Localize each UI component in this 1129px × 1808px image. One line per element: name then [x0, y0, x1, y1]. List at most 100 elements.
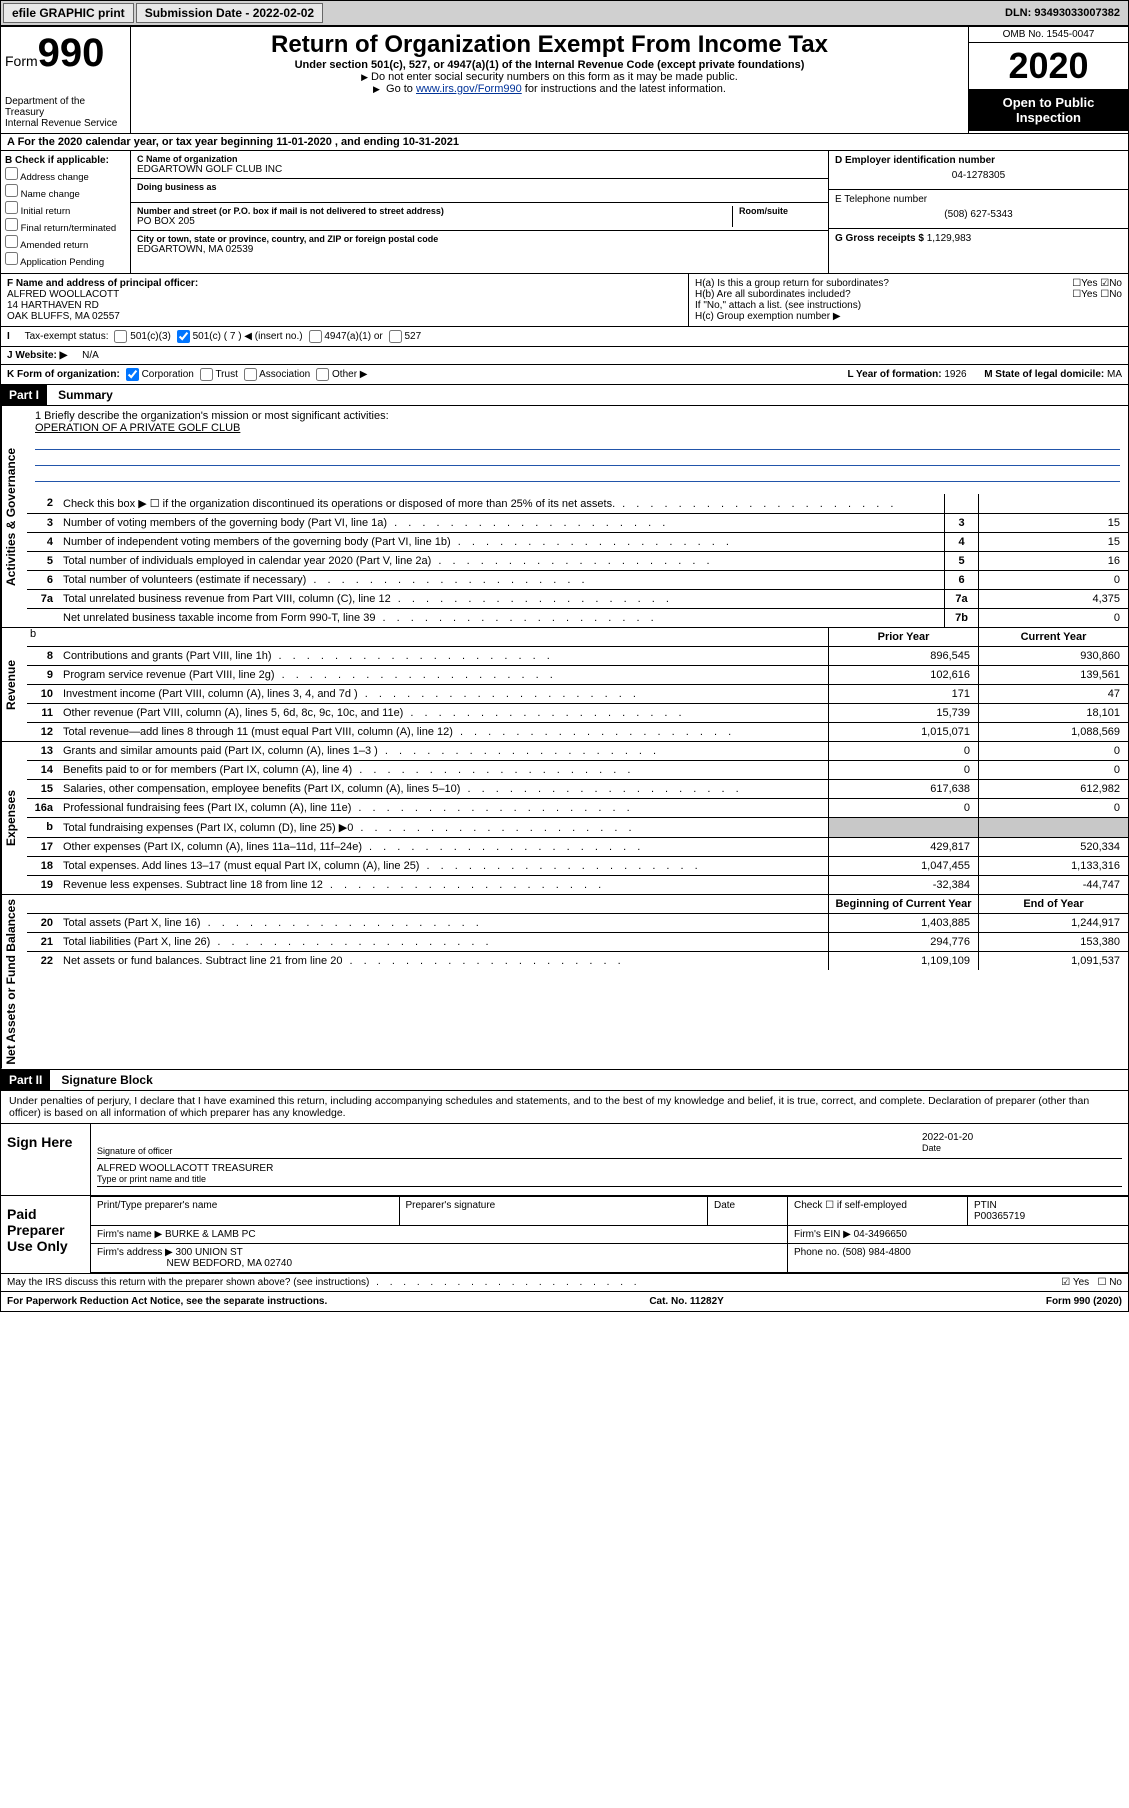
efile-graphic-btn[interactable]: efile GRAPHIC print — [3, 3, 134, 23]
chk-initial-return[interactable]: Initial return — [5, 201, 126, 217]
part2-tag: Part II — [1, 1070, 50, 1090]
efile-topbar: efile GRAPHIC print Submission Date - 20… — [0, 0, 1129, 26]
chk-final-return[interactable]: Final return/terminated — [5, 218, 126, 234]
submission-date-btn[interactable]: Submission Date - 2022-02-02 — [136, 3, 323, 23]
chk-app-pending[interactable]: Application Pending — [5, 252, 126, 268]
ha-yesno[interactable]: ☐Yes ☑No — [1072, 278, 1122, 289]
discuss-with-preparer: May the IRS discuss this return with the… — [0, 1274, 1129, 1292]
gov-line: 3Number of voting members of the governi… — [27, 514, 1128, 533]
firm-name: BURKE & LAMB PC — [165, 1229, 256, 1240]
chk-other[interactable]: Other ▶ — [316, 368, 367, 381]
chk-501c3[interactable]: 501(c)(3) — [114, 330, 170, 343]
chk-4947[interactable]: 4947(a)(1) or — [309, 330, 383, 343]
irs-link[interactable]: www.irs.gov/Form990 — [416, 83, 522, 95]
section-revenue: Revenue b Prior Year Current Year 8Contr… — [0, 628, 1129, 742]
section-a-tax-year: A For the 2020 calendar year, or tax yea… — [0, 134, 1129, 151]
dept-treasury: Department of the Treasury Internal Reve… — [5, 96, 126, 129]
chk-amended[interactable]: Amended return — [5, 235, 126, 251]
chk-address-change[interactable]: Address change — [5, 167, 126, 183]
firm-addr1: 300 UNION ST — [176, 1247, 243, 1258]
chk-trust[interactable]: Trust — [200, 368, 238, 381]
data-line: 19Revenue less expenses. Subtract line 1… — [27, 876, 1128, 894]
gov-line: 4Number of independent voting members of… — [27, 533, 1128, 552]
gross-receipts: 1,129,983 — [927, 233, 972, 244]
omb-number: OMB No. 1545-0047 — [969, 27, 1128, 43]
gov-line: Net unrelated business taxable income fr… — [27, 609, 1128, 627]
telephone: (508) 627-5343 — [835, 205, 1122, 224]
row-k-l-m: K Form of organization: Corporation Trus… — [0, 365, 1129, 385]
part1-title: Summary — [50, 385, 121, 405]
tax-year: 2020 — [969, 43, 1128, 89]
chk-name-change[interactable]: Name change — [5, 184, 126, 200]
website-row: J Website: ▶ N/A — [0, 347, 1129, 365]
section-governance: Activities & Governance 1 Briefly descri… — [0, 406, 1129, 628]
data-line: 14Benefits paid to or for members (Part … — [27, 761, 1128, 780]
data-line: 20Total assets (Part X, line 16)1,403,88… — [27, 914, 1128, 933]
ein: 04-1278305 — [835, 166, 1122, 185]
hb-yesno[interactable]: ☐Yes ☐No — [1072, 289, 1122, 300]
org-info-block: B Check if applicable: Address change Na… — [0, 151, 1129, 274]
section-expenses: Expenses 13Grants and similar amounts pa… — [0, 742, 1129, 895]
chk-527[interactable]: 527 — [389, 330, 421, 343]
data-line: 11Other revenue (Part VIII, column (A), … — [27, 704, 1128, 723]
page-footer: For Paperwork Reduction Act Notice, see … — [0, 1292, 1129, 1312]
officer-typed: ALFRED WOOLLACOTT TREASURER — [97, 1163, 1122, 1174]
data-line: 17Other expenses (Part IX, column (A), l… — [27, 838, 1128, 857]
col-d-ein-tel: D Employer identification number 04-1278… — [828, 151, 1128, 273]
paid-preparer-label: Paid Preparer Use Only — [1, 1196, 91, 1273]
data-line: 13Grants and similar amounts paid (Part … — [27, 742, 1128, 761]
firm-addr2: NEW BEDFORD, MA 02740 — [166, 1258, 292, 1269]
data-line: bTotal fundraising expenses (Part IX, co… — [27, 818, 1128, 838]
vtab-netassets: Net Assets or Fund Balances — [1, 895, 27, 1069]
open-to-public: Open to Public Inspection — [969, 89, 1128, 131]
dln-label: DLN: 93493033007382 — [999, 7, 1126, 19]
website-value: N/A — [82, 350, 99, 361]
form-subtitle: Under section 501(c), 527, or 4947(a)(1)… — [139, 59, 960, 71]
gov-line: 7aTotal unrelated business revenue from … — [27, 590, 1128, 609]
vtab-expenses: Expenses — [1, 742, 27, 894]
hdr-end-year: End of Year — [978, 895, 1128, 913]
hdr-begin-year: Beginning of Current Year — [828, 895, 978, 913]
part1-tag: Part I — [1, 385, 47, 405]
vtab-governance: Activities & Governance — [1, 406, 27, 627]
mission-text: OPERATION OF A PRIVATE GOLF CLUB — [35, 422, 1120, 434]
data-line: 12Total revenue—add lines 8 through 11 (… — [27, 723, 1128, 741]
part2-title: Signature Block — [53, 1070, 160, 1090]
vtab-revenue: Revenue — [1, 628, 27, 741]
sign-here-label: Sign Here — [1, 1124, 91, 1195]
hdr-current-year: Current Year — [978, 628, 1128, 646]
instructions-link-line: Go to www.irs.gov/Form990 for instructio… — [139, 83, 960, 95]
data-line: 22Net assets or fund balances. Subtract … — [27, 952, 1128, 970]
chk-501c[interactable]: 501(c) ( 7 ) ◀ (insert no.) — [177, 330, 303, 343]
org-name: EDGARTOWN GOLF CLUB INC — [137, 164, 822, 175]
data-line: 8Contributions and grants (Part VIII, li… — [27, 647, 1128, 666]
col-b-checkboxes: B Check if applicable: Address change Na… — [1, 151, 131, 273]
data-line: 16aProfessional fundraising fees (Part I… — [27, 799, 1128, 818]
firm-phone: (508) 984-4800 — [842, 1247, 910, 1258]
firm-ein: 04-3496650 — [854, 1229, 907, 1240]
data-line: 21Total liabilities (Part X, line 26)294… — [27, 933, 1128, 952]
gov-line: 5Total number of individuals employed in… — [27, 552, 1128, 571]
sign-date: 2022-01-20 — [922, 1132, 1122, 1143]
ssn-note: Do not enter social security numbers on … — [139, 71, 960, 83]
mission-prompt: 1 Briefly describe the organization's mi… — [35, 410, 1120, 422]
officer-name: ALFRED WOOLLACOTT — [7, 289, 119, 300]
section-netassets: Net Assets or Fund Balances Beginning of… — [0, 895, 1129, 1070]
discuss-yesno[interactable]: ☑ Yes ☐ No — [1061, 1277, 1122, 1288]
form-header: Form990 Department of the Treasury Inter… — [0, 26, 1129, 134]
ptin: P00365719 — [974, 1211, 1025, 1222]
state-domicile: MA — [1107, 369, 1122, 380]
col-c-org-name-addr: C Name of organization EDGARTOWN GOLF CL… — [131, 151, 828, 273]
officer-addr2: OAK BLUFFS, MA 02557 — [7, 311, 120, 322]
officer-addr1: 14 HARTHAVEN RD — [7, 300, 99, 311]
data-line: 15Salaries, other compensation, employee… — [27, 780, 1128, 799]
row-f-h: F Name and address of principal officer:… — [0, 274, 1129, 327]
tax-exempt-status: I Tax-exempt status: 501(c)(3) 501(c) ( … — [0, 327, 1129, 347]
chk-corporation[interactable]: Corporation — [126, 368, 194, 381]
form-990-label: Form990 — [5, 31, 126, 76]
form-title: Return of Organization Exempt From Incom… — [139, 31, 960, 59]
year-formation: 1926 — [944, 369, 966, 380]
gov-line: 6Total number of volunteers (estimate if… — [27, 571, 1128, 590]
city-state-zip: EDGARTOWN, MA 02539 — [137, 244, 822, 255]
chk-association[interactable]: Association — [244, 368, 310, 381]
